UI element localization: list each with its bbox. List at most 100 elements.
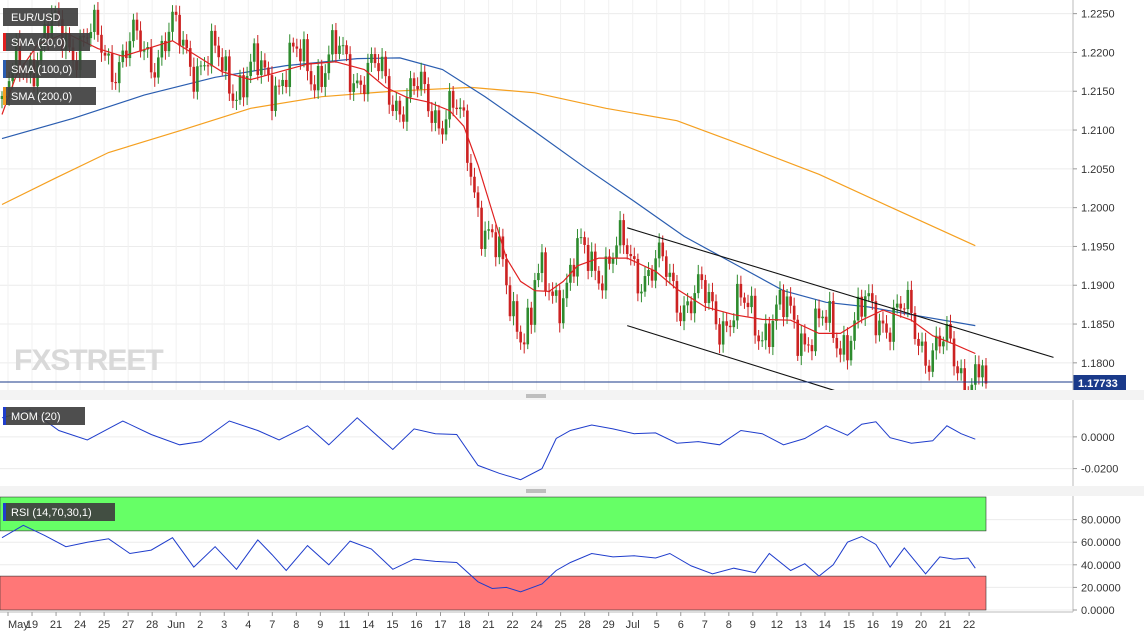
candle-body — [874, 301, 878, 336]
candle-body — [679, 312, 682, 322]
candle-body — [799, 333, 803, 356]
candle-body — [434, 110, 437, 123]
legend-sma200-label: SMA (200,0) — [11, 91, 72, 103]
candle-body — [125, 50, 128, 59]
candle-body — [576, 238, 579, 277]
candle-body — [270, 75, 274, 111]
candle-body — [78, 35, 82, 71]
watermark: FXSTREET — [14, 344, 163, 377]
x-tick-label: 28 — [146, 619, 158, 631]
sma-100-layer — [1, 57, 976, 327]
candle-body — [295, 46, 299, 49]
candle-body — [888, 332, 892, 342]
candle-body — [579, 237, 583, 239]
candle-body — [604, 256, 608, 291]
mom-tick-label: 0.0000 — [1081, 432, 1115, 444]
candle-body — [526, 307, 530, 345]
candle-body — [775, 304, 778, 321]
candle-body — [647, 270, 650, 277]
x-tick-label: 3 — [221, 619, 227, 631]
candle-body — [977, 364, 981, 378]
candle-body — [625, 245, 629, 254]
candle-body — [302, 39, 306, 62]
x-tick-label: 22 — [506, 619, 518, 631]
candle-body — [196, 66, 199, 92]
candle-body — [942, 341, 945, 347]
x-tick-label: 14 — [362, 619, 374, 631]
candle-body — [686, 301, 689, 306]
candle-body — [100, 34, 103, 53]
legend-sma20-label: SMA (20,0) — [11, 37, 66, 49]
mom-grid — [0, 436, 1073, 470]
candle-body — [533, 280, 537, 325]
candle-body — [0, 95, 4, 99]
candle-body — [934, 335, 938, 351]
last-price-tag-bg — [1073, 375, 1126, 390]
legend-sma100-bg — [3, 60, 96, 78]
candle-body — [178, 14, 181, 46]
rsi-overbought-zone — [0, 496, 987, 532]
candle-body — [89, 31, 93, 39]
candle-body — [867, 293, 871, 297]
candle-body — [736, 283, 739, 321]
candle-body — [661, 242, 665, 257]
candle-body — [835, 337, 839, 349]
candle-body — [817, 308, 821, 319]
x-tick-label: 21 — [482, 619, 494, 631]
candle-body — [821, 316, 824, 319]
candle-body — [235, 99, 238, 101]
x-tick-label: 22 — [963, 619, 975, 631]
x-tick-label: 9 — [750, 619, 756, 631]
candle-body — [856, 296, 860, 321]
candle-body — [789, 296, 792, 306]
rsi-oversold-zone — [0, 575, 987, 611]
candle-body — [426, 84, 430, 112]
candle-body — [359, 80, 363, 85]
candle-body — [206, 65, 210, 67]
candle-body — [366, 62, 370, 95]
panel-splitter-1[interactable] — [0, 390, 1144, 400]
candle-body — [14, 38, 18, 71]
candle-body — [952, 338, 956, 367]
candle-body — [46, 24, 50, 42]
x-tick-label: 9 — [317, 619, 323, 631]
candle-body — [192, 66, 196, 92]
candle-body — [451, 90, 455, 108]
candle-body — [718, 324, 721, 345]
price-tick-label: 1.1900 — [1081, 280, 1115, 292]
candle-body — [529, 307, 533, 325]
candle-body — [554, 290, 558, 296]
candle-body — [135, 19, 139, 31]
mom-line — [1, 409, 976, 481]
candle-body — [721, 321, 725, 345]
candles-layer — [0, 2, 988, 411]
candle-body — [323, 73, 327, 87]
candle-body — [700, 274, 704, 281]
candle-body — [160, 40, 164, 58]
candle-body — [395, 100, 398, 112]
price-tick-label: 1.1800 — [1081, 358, 1115, 370]
candle-body — [853, 320, 856, 341]
candle-body — [93, 9, 96, 32]
candle-body — [437, 110, 441, 129]
candle-body — [949, 324, 952, 339]
candle-body — [157, 57, 160, 78]
x-tick-label: 14 — [819, 619, 831, 631]
candle-body — [338, 45, 341, 54]
candle-body — [768, 323, 771, 348]
rsi-tick-label: 40.0000 — [1081, 560, 1121, 572]
candle-body — [107, 53, 110, 56]
candle-body — [345, 45, 348, 55]
panel-splitter-2[interactable] — [0, 486, 1144, 496]
x-tick-label: 24 — [530, 619, 542, 631]
rsi-tick-label: 20.0000 — [1081, 582, 1121, 594]
candle-body — [39, 43, 43, 62]
legend-sma200-bg — [3, 87, 96, 105]
candle-body — [842, 335, 846, 355]
candle-body — [164, 40, 167, 52]
candle-body — [490, 229, 494, 233]
candle-body — [931, 350, 935, 372]
candle-body — [50, 13, 54, 42]
x-tick-label: 27 — [122, 619, 134, 631]
